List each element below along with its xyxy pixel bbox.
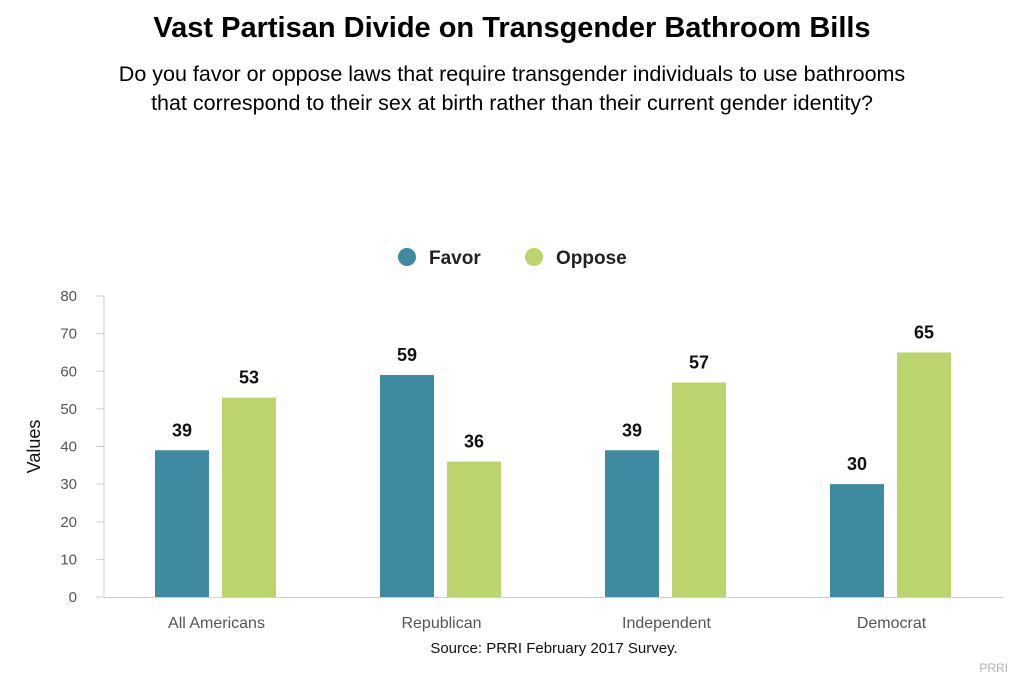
legend-label-oppose: Oppose (556, 248, 627, 269)
data-label: 36 (464, 432, 484, 452)
y-tick-label: 70 (60, 326, 77, 343)
legend-label-favor: Favor (429, 248, 481, 269)
y-tick-label: 50 (60, 401, 77, 418)
data-label: 30 (847, 454, 867, 474)
chart-title: Vast Partisan Divide on Transgender Bath… (153, 12, 871, 44)
subtitle-line-1: Do you favor or oppose laws that require… (118, 62, 906, 86)
x-tick-label: Independent (622, 615, 712, 632)
data-label: 39 (172, 420, 192, 440)
y-tick-label: 40 (60, 439, 77, 456)
bar-oppose-republican (447, 461, 501, 597)
credit-label: PRRI (979, 661, 1008, 675)
y-tick-label: 10 (60, 551, 77, 568)
legend-marker-favor (398, 248, 416, 266)
bar-oppose-democrat (897, 352, 951, 597)
bar-favor-republican (380, 375, 434, 597)
x-tick-label: All Americans (168, 615, 265, 632)
data-label: 59 (397, 345, 417, 365)
x-tick-label: Democrat (857, 615, 927, 632)
data-label: 39 (622, 420, 642, 440)
bar-favor-independent (605, 450, 659, 597)
source-note: Source: PRRI February 2017 Survey. (430, 640, 678, 657)
x-tick-label: Republican (401, 615, 481, 632)
subtitle-line-2: that correspond to their sex at birth ra… (151, 91, 873, 115)
data-label: 57 (689, 353, 709, 373)
bar-favor-democrat (830, 484, 884, 597)
y-tick-label: 60 (60, 363, 77, 380)
bar-oppose-all-americans (222, 397, 276, 597)
y-tick-label: 20 (60, 514, 77, 531)
y-axis-title: Values (24, 420, 44, 474)
data-label: 53 (239, 368, 259, 388)
bar-oppose-independent (672, 382, 726, 597)
y-tick-label: 80 (60, 288, 77, 305)
bar-favor-all-americans (155, 450, 209, 597)
legend-marker-oppose (525, 248, 543, 266)
chart-subtitle: Do you favor or oppose laws that require… (0, 60, 1024, 118)
y-tick-label: 0 (69, 589, 77, 606)
y-tick-label: 30 (60, 476, 77, 493)
data-label: 65 (914, 322, 934, 342)
